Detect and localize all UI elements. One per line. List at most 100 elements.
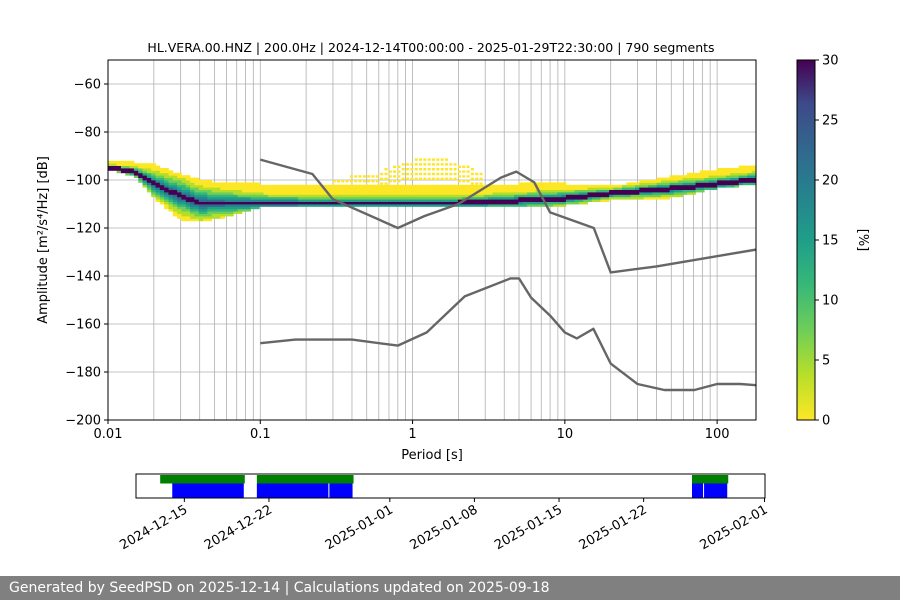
heatmap-cell [384,192,390,195]
heatmap-cell [358,201,364,205]
heatmap-cell [164,204,169,207]
heatmap-cell [112,165,118,169]
heatmap-cell [306,201,312,205]
heatmap-cell [501,189,506,193]
heatmap-cell [116,160,122,164]
heatmap-cell-secondary [406,163,410,166]
heatmap-cell [734,172,740,176]
heatmap-cell [509,196,515,200]
heatmap-cell [712,175,718,178]
heatmap-cell [190,211,195,214]
heatmap-cell [285,192,290,195]
heatmap-cell [159,192,165,195]
heatmap-cell [181,196,187,200]
heatmap-cell [626,192,632,195]
heatmap-cell [561,199,567,202]
heatmap-cell [738,180,744,183]
heatmap-cell [267,201,273,205]
heatmap-cell-secondary [384,182,388,185]
heatmap-cell [362,204,368,207]
heatmap-cell [207,218,213,222]
heatmap-cell [665,182,670,186]
heatmap-cell [237,184,243,188]
heatmap-cell [181,192,187,195]
heatmap-cell [168,196,174,200]
heatmap-cell [479,204,485,207]
heatmap-cell [652,196,658,200]
heatmap-cell [159,194,165,198]
heatmap-cell [254,182,260,186]
heatmap-cell [211,194,217,198]
heatmap-cell [660,177,666,181]
heatmap-cell [224,211,230,214]
heatmap-cell [522,194,528,198]
x-tick-label: 0.01 [94,427,123,442]
heatmap-cell [233,211,238,214]
heatmap-cell [609,184,614,188]
heatmap-cell [691,172,696,176]
colorbar-tick-label: 5 [822,354,830,369]
heatmap-cell [315,199,321,202]
heatmap-cell [449,184,454,188]
heatmap-cell [453,187,459,190]
heatmap-cell [185,187,191,190]
heatmap-cell [414,184,420,188]
heatmap-cell [246,189,251,193]
heatmap-cell [544,194,550,198]
colorbar-tick-label: 10 [822,294,839,309]
heatmap-cell [254,194,260,198]
heatmap-cell [190,192,195,195]
heatmap-cell [561,184,567,188]
heatmap-cell [470,204,476,207]
heatmap-cell [177,175,182,178]
heatmap-cell [630,189,636,193]
heatmap-cell [311,196,316,200]
heatmap-cell-secondary [401,168,405,171]
heatmap-cell [419,184,424,188]
heatmap-cell [250,189,256,193]
heatmap-cell [423,196,429,200]
heatmap-cell [324,192,329,195]
heatmap-cell-secondary [423,172,427,176]
heatmap-cell [419,192,424,195]
heatmap-cell [427,199,433,202]
heatmap-cell [604,199,610,202]
heatmap-cell [648,180,653,183]
heatmap-cell [660,187,666,190]
heatmap-cell [272,199,277,202]
heatmap-cell [138,165,143,169]
heatmap-cell [181,218,187,222]
heatmap-cell [548,182,554,186]
heatmap-cell [449,201,454,205]
heatmap-cell [151,180,156,183]
heatmap-cell [306,199,312,202]
heatmap-cell [462,187,467,190]
heatmap-cell [349,204,355,207]
heatmap-cell-secondary [349,184,353,188]
heatmap-cell [691,175,696,178]
heatmap-cell [730,180,735,183]
heatmap-cell-secondary [436,172,440,176]
heatmap-cell [410,189,416,193]
heatmap-cell-secondary [457,180,461,183]
heatmap-cell [509,192,515,195]
heatmap-cell-secondary [393,175,397,178]
heatmap-cell [306,204,312,207]
heatmap-cell [302,194,308,198]
heatmap-cell [345,194,351,198]
heatmap-cell [194,177,200,181]
heatmap-cell [194,216,200,219]
heatmap-cell [583,199,588,202]
heatmap-cell [259,199,264,202]
heatmap-cell [246,206,251,210]
heatmap-cell [315,204,321,207]
heatmap-cell [509,201,515,205]
heatmap-cell [328,192,334,195]
heatmap-cell [146,180,152,183]
heatmap-cell [686,175,692,178]
heatmap-cell [648,196,653,200]
heatmap-cell [548,184,554,188]
heatmap-cell [267,196,273,200]
heatmap-cell-secondary [440,172,444,176]
heatmap-cell [220,201,226,205]
